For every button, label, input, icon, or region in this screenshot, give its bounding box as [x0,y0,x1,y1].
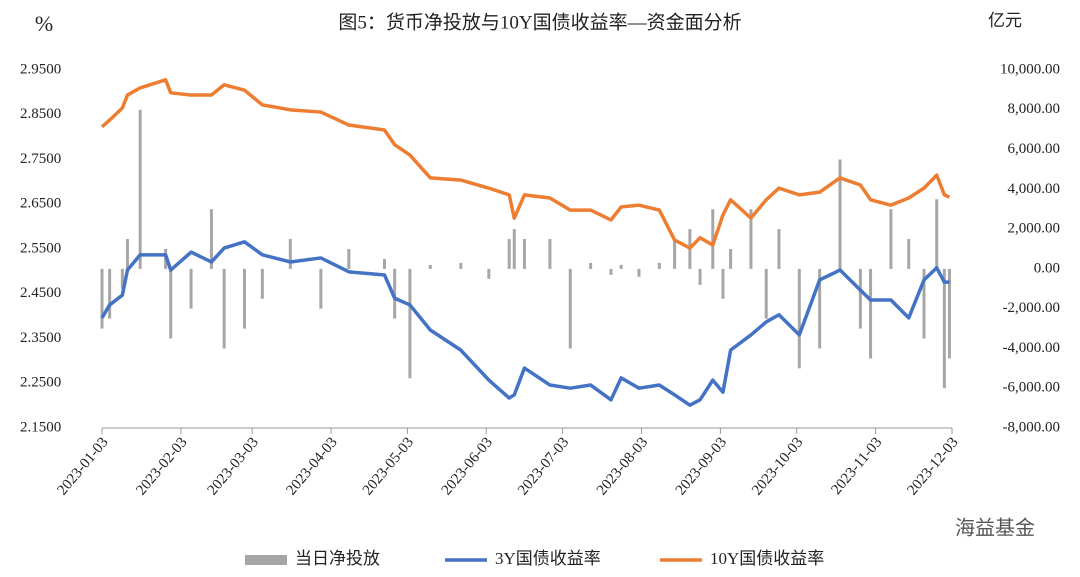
watermark: 海益基金 [955,517,1035,540]
y-tick-label: 2.4500 [20,285,61,301]
y2-tick-label: -4,000.00 [1003,340,1061,356]
y-tick-label: 2.5500 [20,240,61,256]
bar [568,268,572,349]
y-tick-label: 2.6500 [20,196,61,212]
x-tick-label: 2023-06-03 [439,434,496,498]
y2-tick-label: -8,000.00 [1003,419,1061,435]
bar [942,268,946,389]
bar [749,209,753,269]
legend-label: 10Y国债收益率 [710,549,824,568]
bar [589,262,593,269]
line [100,78,951,250]
bar [637,268,641,277]
bar [347,249,351,269]
bar [869,268,873,359]
y2-tick-label: 10,000.00 [1000,61,1060,77]
bar [108,268,112,319]
x-tick-label: 2023-11-03 [828,434,885,497]
bar [797,268,801,369]
x-tick-label: 2023-05-03 [360,434,417,498]
bar [120,268,124,289]
chart-title: 图5：货币净投放与10Y国债收益率—资金面分析 [338,11,741,33]
bar [657,262,661,269]
x-tick-label: 2023-10-03 [749,434,806,498]
bar [764,268,768,319]
x-tick-label: 2023-03-03 [205,434,262,498]
bar [548,239,552,269]
bar [818,268,822,349]
y2-tick-label: -2,000.00 [1003,300,1061,316]
y2-tick-label: 4,000.00 [1008,181,1061,197]
legend-swatch [245,555,287,565]
x-tick-label: 2023-04-03 [283,434,340,498]
bar [512,229,516,269]
bar [889,209,893,269]
bar [459,262,463,269]
y2-tick-label: -6,000.00 [1003,380,1061,396]
y2-tick-label: 8,000.00 [1008,101,1061,117]
bar [393,268,397,319]
bar [858,268,862,329]
y2-tick-label: 6,000.00 [1008,141,1061,157]
y2-axis-label: 亿元 [988,11,1022,30]
bar [673,239,677,269]
bar [729,249,733,269]
bar [243,268,247,329]
y-tick-label: 2.9500 [20,61,61,77]
legend-label: 3Y国债收益率 [495,549,601,568]
y-axis-label: % [35,11,53,36]
bar [209,209,213,269]
bar [698,268,702,285]
bar [487,268,491,279]
bar [721,268,725,299]
bar [907,239,911,269]
bar [838,159,842,269]
legend-label: 当日净投放 [295,549,380,568]
x-tick-label: 2023-08-03 [594,434,651,498]
bar [609,268,613,275]
line [100,240,950,407]
x-tick-label: 2023-02-03 [133,434,190,498]
y-tick-label: 2.8500 [20,106,61,122]
bar [260,268,264,299]
bar [777,229,781,269]
y-tick-label: 2.3500 [20,330,61,346]
x-tick-label: 2023-01-03 [54,434,111,498]
bar [319,268,323,309]
bar [125,239,129,269]
bar [382,258,386,269]
bar [947,268,951,359]
bar [935,199,939,269]
y-tick-label: 2.2500 [20,375,61,391]
bar [222,268,226,349]
y2-tick-label: 0.00 [1034,260,1060,276]
y2-tick-label: 2,000.00 [1008,221,1061,237]
bar [507,239,511,269]
bar [138,109,142,269]
bar [922,268,926,339]
bar [100,268,104,329]
bar [288,239,292,269]
bar [169,268,173,339]
bar [619,264,623,269]
x-tick-label: 2023-12-03 [904,434,961,498]
bar [711,209,715,269]
bar [428,264,432,269]
x-tick-label: 2023-09-03 [673,434,730,498]
bar [189,268,193,309]
x-tick-label: 2023-07-03 [515,434,572,498]
y-tick-label: 2.1500 [20,419,61,435]
bar [408,268,412,379]
bar [522,239,526,269]
y-tick-label: 2.7500 [20,151,61,167]
